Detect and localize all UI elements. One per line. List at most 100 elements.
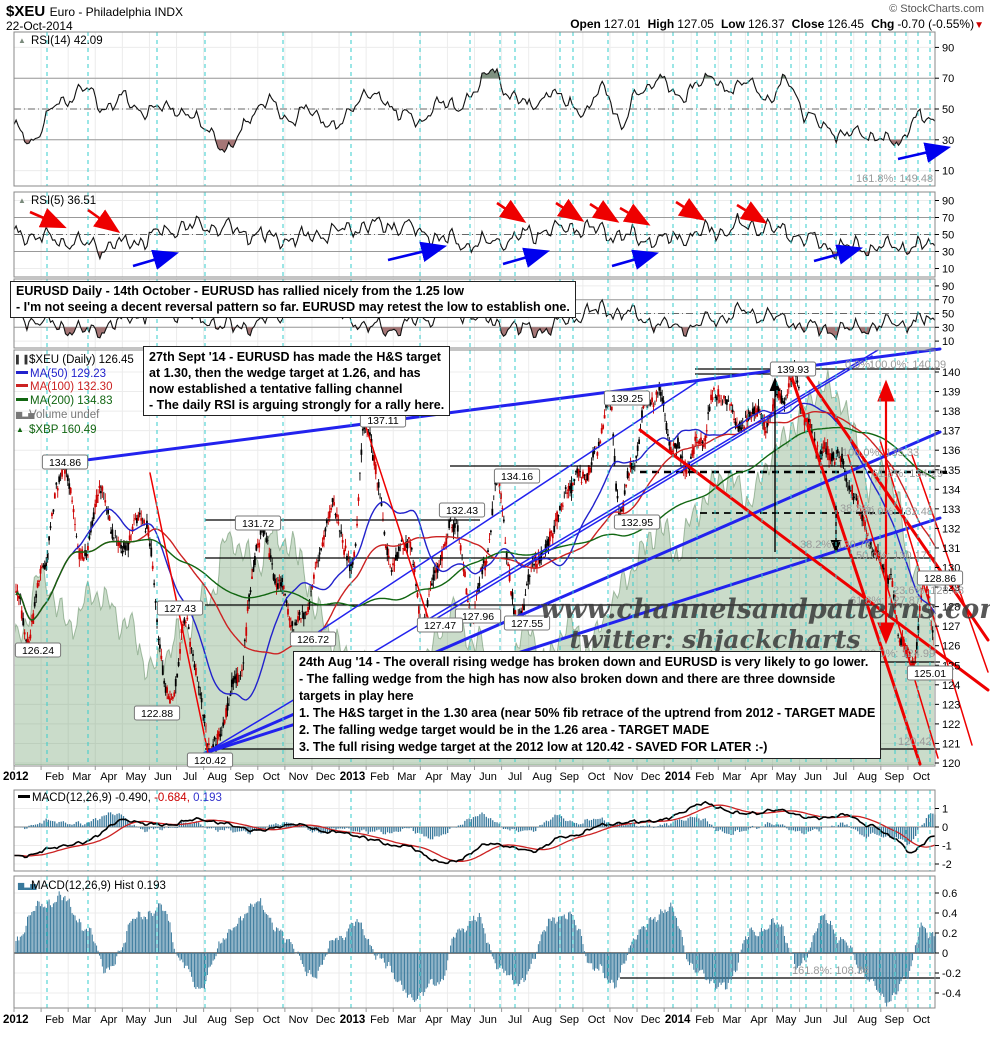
svg-text:50: 50 [942,309,954,321]
svg-text:126: 126 [942,641,960,653]
svg-text:132.43: 132.43 [446,505,478,517]
annotation-line: 2. The falling wedge target would be in … [299,723,710,737]
legend-label: $XEU (Daily) 126.45 [29,354,134,366]
svg-text:Nov: Nov [614,771,634,783]
legend-item: ▆▂▅Volume undef [16,408,134,423]
quote-label: High [647,17,675,31]
svg-text:161.8%: 149.48: 161.8%: 149.48 [856,173,933,185]
svg-text:Oct: Oct [263,1014,280,1026]
svg-text:127.96: 127.96 [462,611,494,623]
svg-text:Oct: Oct [913,1014,930,1026]
svg-text:90: 90 [942,196,954,208]
annotation-line: targets in play here [299,689,414,703]
legend-label: MA(50) 129.23 [30,367,107,380]
svg-text:126.72: 126.72 [297,634,329,646]
svg-text:127.43: 127.43 [164,603,196,615]
svg-text:23.6%: 128.48: 23.6%: 128.48 [893,585,964,597]
svg-text:Mar: Mar [397,1014,416,1026]
svg-text:Feb: Feb [45,1014,64,1026]
svg-text:0.4: 0.4 [942,908,957,920]
svg-text:Feb: Feb [370,771,389,783]
mountain-icon: ▲ [18,196,26,205]
svg-text:70: 70 [942,213,954,225]
svg-text:Mar: Mar [72,771,91,783]
svg-text:Oct: Oct [588,771,605,783]
macd-hist-legend: ▆▂▅MACD(12,26,9) Hist 0.193 [18,879,166,894]
annotation-line: - The daily RSI is arguing strongly for … [149,398,445,412]
svg-text:125.01: 125.01 [914,668,946,680]
legend-label: MA(200) 134.83 [30,394,113,407]
annotation-line: EURUSD Daily - 14th October - EURUSD has… [16,284,465,298]
svg-text:90: 90 [942,42,954,54]
svg-text:10: 10 [942,166,954,178]
svg-text:121: 121 [942,738,960,750]
svg-text:Jun: Jun [154,1014,172,1026]
svg-text:Feb: Feb [45,771,64,783]
svg-text:0.6: 0.6 [942,888,957,900]
svg-text:128: 128 [942,602,960,614]
svg-text:May: May [125,771,146,783]
rsi5-legend: ▲ RSI(5) 36.51 [18,194,96,209]
mountain-icon: ▲ [18,36,26,45]
svg-text:1: 1 [942,804,948,816]
legend-label: Volume undef [29,409,100,421]
svg-text:30: 30 [942,322,954,334]
svg-text:Feb: Feb [695,1014,714,1026]
svg-text:Nov: Nov [289,771,309,783]
svg-text:Apr: Apr [425,1014,442,1026]
line-dash [16,397,28,401]
svg-text:Feb: Feb [695,771,714,783]
svg-text:-1: -1 [942,841,952,853]
svg-text:30: 30 [942,247,954,259]
legend-item: MA(100) 132.30 [16,381,134,395]
svg-text:120.42: 120.42 [194,755,226,767]
svg-text:Jun: Jun [479,1014,497,1026]
svg-text:Aug: Aug [857,771,877,783]
svg-text:30: 30 [942,135,954,147]
svg-text:Sep: Sep [559,771,579,783]
annotation-line: 3. The full rising wedge target at the 2… [299,740,768,754]
annotation-line: 24th Aug '14 - The overall rising wedge … [299,655,869,669]
svg-text:100.0%: 140.09: 100.0%: 140.09 [869,359,946,371]
svg-text:Sep: Sep [234,771,254,783]
svg-text:100.0%: 135.33: 100.0%: 135.33 [842,447,919,459]
histogram-icon: ▆▂▅ [16,410,35,419]
svg-text:61.8%: 127.87: 61.8%: 127.87 [850,595,921,607]
svg-text:May: May [451,1014,472,1026]
svg-text:Jun: Jun [479,771,497,783]
mountain-icon: ▲ [16,424,24,434]
svg-text:50: 50 [942,104,954,116]
quote-label: Open [570,17,601,31]
svg-text:Jun: Jun [804,1014,822,1026]
svg-text:70: 70 [942,73,954,85]
svg-text:Apr: Apr [425,771,442,783]
svg-text:2013: 2013 [340,1014,366,1026]
quote-value: 127.05 [677,17,714,31]
svg-text:2014: 2014 [665,1014,691,1026]
annotation-line: - The falling wedge from the high has no… [299,672,836,686]
svg-text:May: May [125,1014,146,1026]
svg-text:2014: 2014 [665,771,691,783]
legend-label: $XBP 160.49 [29,423,97,436]
svg-text:0: 0 [942,948,948,960]
svg-text:Aug: Aug [532,1014,552,1026]
quote-value: 127.01 [603,17,641,31]
svg-text:140: 140 [942,367,960,379]
svg-text:-0.4: -0.4 [942,988,961,1000]
svg-text:50: 50 [942,230,954,242]
svg-text:38.2%: 130.73: 38.2%: 130.73 [800,539,871,551]
svg-text:Aug: Aug [532,771,552,783]
histogram-icon: ▆▂▅ [18,881,37,890]
annotation-line: now established a tentative falling chan… [149,382,403,396]
svg-text:Aug: Aug [207,1014,227,1026]
svg-text:132: 132 [942,523,960,535]
quote-label: Low [720,17,745,31]
svg-text:135: 135 [942,465,960,477]
legend-item: ▌▐ $XEU (Daily) 126.45 [16,353,134,368]
svg-text:139.93: 139.93 [777,364,809,376]
svg-text:Jun: Jun [154,771,172,783]
svg-text:Dec: Dec [316,1014,336,1026]
svg-text:61.8%: 134.29: 61.8%: 134.29 [872,468,943,480]
svg-text:124: 124 [942,680,960,692]
annotation-line: at 1.30, then the wedge target at 1.26, … [149,366,421,380]
